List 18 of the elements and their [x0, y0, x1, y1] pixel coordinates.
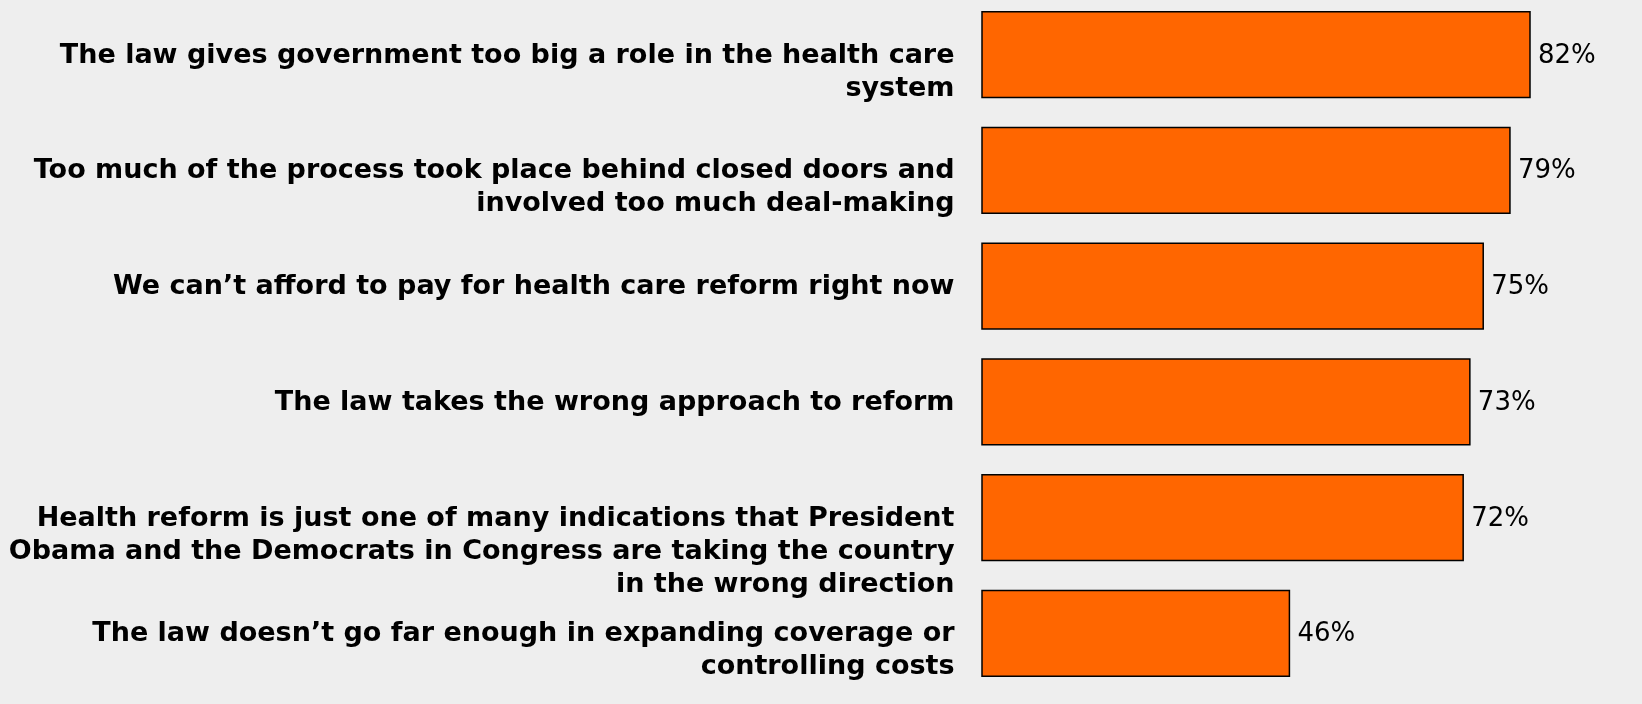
bar: [981, 11, 1531, 99]
data-label: 73%: [1477, 385, 1536, 416]
data-label: 72%: [1471, 501, 1529, 532]
y-tick-label: The law gives government too big a role in the health care system: [59, 37, 955, 102]
bar: [981, 589, 1291, 677]
y-tick-label: The law doesn’t go far enough in expanding coverage or controlling costs: [92, 616, 956, 681]
bar: [981, 126, 1511, 214]
bar: [981, 474, 1464, 562]
data-label: 46%: [1297, 617, 1356, 648]
data-label: 79%: [1517, 154, 1576, 185]
data-label: 82%: [1538, 38, 1596, 69]
y-tick-label: The law takes the wrong approach to reform: [274, 384, 955, 416]
bar: [981, 242, 1484, 330]
y-tick-label: Health reform is just one of many indications that President Obama and the Democrats in Congress are taking the country in the wrong direction: [8, 500, 955, 598]
data-label: 75%: [1491, 270, 1550, 301]
bar: [981, 358, 1471, 446]
y-tick-label: Too much of the process took place behind closed doors and involved too much deal-making: [33, 153, 955, 218]
y-tick-label: We can’t afford to pay for health care reform right now: [112, 269, 955, 301]
